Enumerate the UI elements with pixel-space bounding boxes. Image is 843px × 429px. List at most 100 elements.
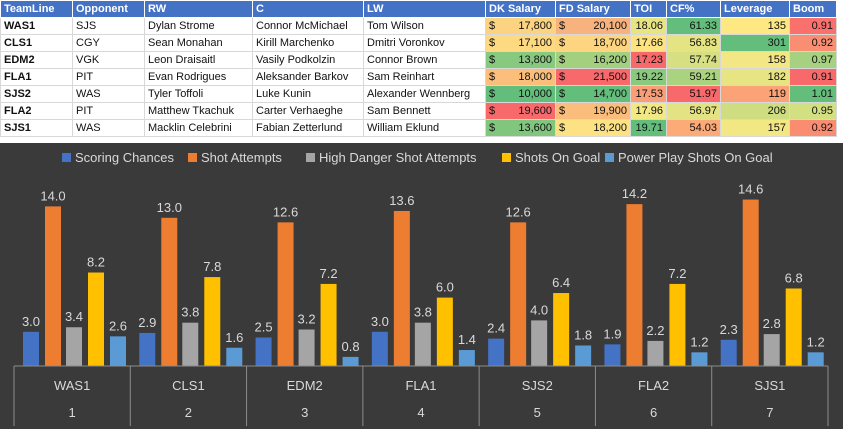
category-label: CLS1: [172, 378, 205, 393]
cell-boom: 0.92: [789, 34, 837, 52]
lines-table-panel: TeamLine Opponent RW C LW DK Salary FD Salary T…: [0, 0, 843, 137]
category-number-label: 2: [185, 405, 192, 420]
category-number-label: 1: [69, 405, 76, 420]
cell-fd-salary: $14,700: [555, 85, 631, 103]
data-label: 2.2: [646, 323, 664, 338]
cell-dk-salary: $17,800: [485, 17, 556, 35]
cell-teamline: SJS1: [0, 119, 73, 137]
data-label: 7.2: [668, 266, 686, 281]
column-header: RW: [144, 0, 253, 18]
bar: [553, 293, 570, 366]
cell-lw: Sam Reinhart: [363, 68, 486, 86]
data-label: 3.8: [181, 305, 199, 320]
cell-c: Carter Verhaeghe: [252, 102, 364, 120]
legend-label: Shot Attempts: [201, 150, 282, 165]
data-label: 1.4: [458, 332, 476, 347]
cell-cf: 57.74: [666, 51, 721, 69]
bar: [531, 320, 548, 366]
cell-cf: 61.33: [666, 17, 721, 35]
cell-dk-salary: $18,000: [485, 68, 556, 86]
currency-symbol: $: [559, 71, 566, 83]
cell-dk-salary: $13,800: [485, 51, 556, 69]
data-label: 2.6: [109, 318, 127, 333]
currency-symbol: $: [489, 122, 496, 134]
cell-fd-salary: $21,500: [555, 68, 631, 86]
legend-swatch: [188, 153, 197, 162]
currency-symbol: $: [559, 88, 566, 100]
cell-rw: Leon Draisaitl: [144, 51, 253, 69]
bar: [45, 206, 61, 366]
cell-c: Fabian Zetterlund: [252, 119, 364, 137]
bar: [110, 336, 126, 366]
data-label: 3.2: [298, 312, 316, 327]
cell-boom: 0.92: [789, 119, 837, 137]
currency-symbol: $: [489, 88, 496, 100]
data-label: 13.0: [157, 200, 182, 215]
bar: [785, 288, 802, 366]
legend-label: Scoring Chances: [75, 150, 174, 165]
cell-teamline: CLS1: [0, 34, 73, 52]
currency-symbol: $: [489, 105, 496, 117]
table-row: WAS1 SJS Dylan Strome Connor McMichael Tom W…: [0, 17, 837, 35]
data-label: 6.0: [436, 280, 454, 295]
bar: [414, 322, 431, 366]
cell-lw: Tom Wilson: [363, 17, 486, 35]
data-label: 3.8: [414, 305, 432, 320]
data-label: 2.8: [763, 316, 781, 331]
salary-amount: 19,600: [518, 105, 552, 117]
data-label: 4.0: [530, 302, 548, 317]
cell-toi: 19.22: [630, 68, 667, 86]
bar: [277, 222, 294, 366]
cell-fd-salary: $18,200: [555, 119, 631, 137]
bar: [255, 337, 272, 366]
chart-panel: Scoring Chances Shot Attempts High Danger …: [0, 143, 843, 429]
data-label: 2.4: [487, 321, 505, 336]
salary-amount: 18,200: [593, 122, 627, 134]
currency-symbol: $: [559, 37, 566, 49]
bar: [669, 283, 686, 366]
cell-boom: 0.91: [789, 68, 837, 86]
cell-c: Luke Kunin: [252, 85, 364, 103]
cell-cf: 56.83: [666, 34, 721, 52]
cell-dk-salary: $10,000: [485, 85, 556, 103]
data-label: 13.6: [389, 193, 414, 208]
cell-opponent: SJS: [72, 17, 145, 35]
bar: [139, 332, 156, 366]
cell-teamline: WAS1: [0, 17, 73, 35]
bar: [763, 334, 780, 366]
data-label: 14.2: [622, 186, 647, 201]
cell-opponent: WAS: [72, 85, 145, 103]
cell-leverage: 119: [720, 85, 790, 103]
cell-opponent: CGY: [72, 34, 145, 52]
data-label: 3.0: [22, 314, 40, 329]
cell-c: Aleksander Barkov: [252, 68, 364, 86]
currency-symbol: $: [559, 20, 566, 32]
category-number-label: 4: [417, 405, 424, 420]
cell-boom: 0.97: [789, 51, 837, 69]
column-header: Boom: [789, 0, 837, 18]
bar: [436, 297, 453, 366]
cell-boom: 1.01: [789, 85, 837, 103]
table-row: FLA1 PIT Evan Rodrigues Aleksander Barkov Sa…: [0, 68, 837, 86]
category-number-label: 6: [650, 405, 657, 420]
cell-dk-salary: $13,600: [485, 119, 556, 137]
cell-lw: Sam Bennett: [363, 102, 486, 120]
data-label: 12.6: [273, 204, 298, 219]
cell-leverage: 135: [720, 17, 790, 35]
data-label: 3.4: [65, 309, 83, 324]
bar: [204, 277, 221, 366]
salary-amount: 17,100: [518, 37, 552, 49]
lines-table: TeamLine Opponent RW C LW DK Salary FD Salary T…: [0, 0, 837, 137]
cell-fd-salary: $20,100: [555, 17, 631, 35]
column-header: TOI: [630, 0, 667, 18]
bar: [226, 347, 243, 366]
cell-teamline: SJS2: [0, 85, 73, 103]
currency-symbol: $: [489, 20, 496, 32]
bar: [626, 204, 643, 366]
cell-toi: 17.66: [630, 34, 667, 52]
category-number-label: 3: [301, 405, 308, 420]
salary-amount: 16,200: [593, 54, 627, 66]
category-label: SJS1: [754, 378, 785, 393]
category-label: FLA2: [638, 378, 669, 393]
bar: [647, 340, 664, 366]
